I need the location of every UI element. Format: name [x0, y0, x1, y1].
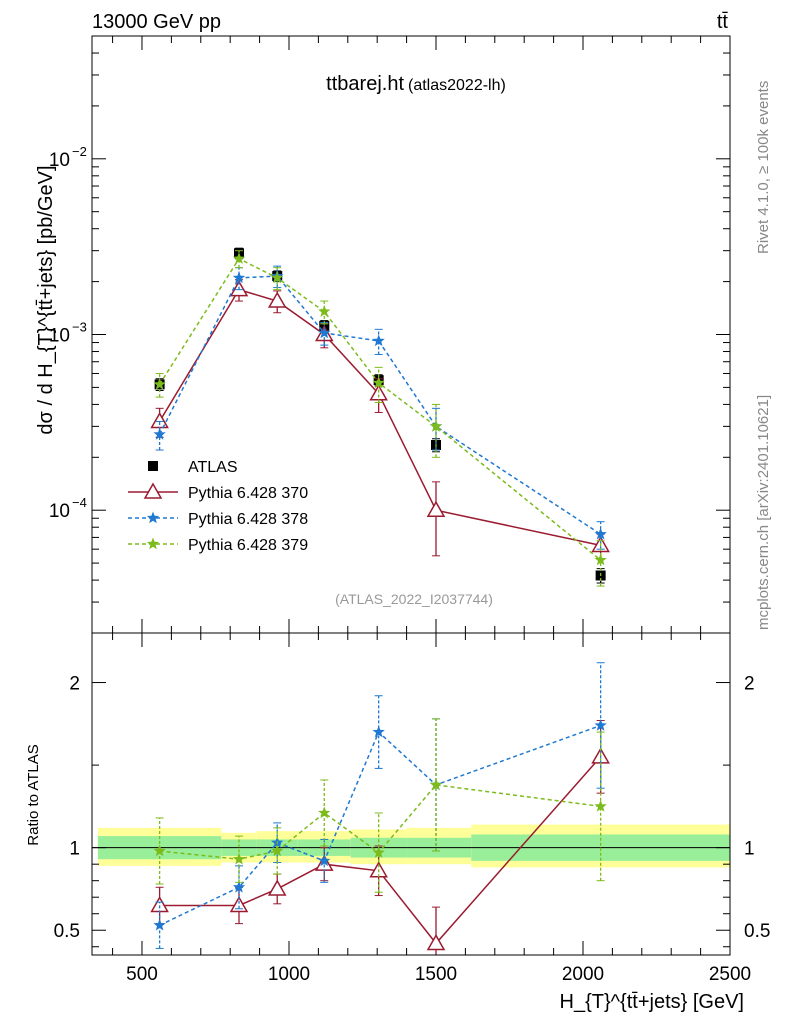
collision-label: 13000 GeV pp: [92, 11, 221, 33]
data-point-p378: [318, 326, 331, 339]
ratio-panel-series: [150, 662, 610, 956]
ratio-point-p378: [153, 918, 166, 931]
x-tick-label: 1500: [415, 964, 457, 985]
legend-label-p379: Pythia 6.428 379: [188, 537, 308, 554]
data-point-p378: [372, 334, 385, 347]
legend-label-p370: Pythia 6.428 370: [188, 485, 308, 502]
x-tick-label: 2500: [709, 964, 751, 985]
ratio-point-p379: [594, 799, 607, 812]
main-y-tick-exponent: −3: [72, 320, 87, 335]
chart-title: ttbarej.ht: [326, 73, 404, 95]
ratio-point-p370: [229, 895, 249, 913]
data-point-p378: [153, 427, 166, 440]
ratio-panel-ticks: 500 1000 1500 2000 2500 0.5 0.5 1 1 2 2: [54, 633, 770, 985]
main-y-tick-exponent: −4: [72, 495, 87, 510]
data-point-p379: [271, 271, 284, 284]
ratio-point-p378: [318, 854, 331, 867]
ratio-y-tick-label: 0.5: [54, 921, 80, 942]
data-point-p379: [429, 419, 443, 432]
analysis-watermark: (ATLAS_2022_I2037744): [335, 591, 493, 607]
data-point-p370: [267, 291, 287, 308]
main-y-tick-label: 10: [49, 326, 70, 347]
data-point-p379: [153, 377, 166, 390]
rivet-version-label: Rivet 4.1.0, ≥ 100k events: [755, 81, 772, 254]
main-panel-ticks: 10−210−310−4: [49, 35, 731, 634]
ratio-point-p379: [429, 778, 443, 791]
chart-subtitle: (atlas2022-lh): [408, 77, 506, 94]
ratio-series-p379: [153, 718, 607, 893]
legend-label-atlas: ATLAS: [188, 459, 238, 476]
data-point-p379: [372, 376, 385, 389]
ratio-point-p370: [150, 895, 169, 913]
ratio-point-p378: [232, 880, 246, 893]
main-y-axis-label: dσ / d H_{T}^{tt̄+jets} [pb/GeV]: [35, 165, 57, 434]
data-point-p378: [594, 527, 607, 540]
main-y-tick-label: 10: [49, 150, 70, 171]
ratio-y-tick-label: 2: [69, 674, 80, 695]
ratio-point-p370: [426, 933, 446, 951]
ratio-point-p379: [271, 844, 284, 857]
x-axis-label: H_{T}^{tt̄+jets} [GeV]: [560, 991, 745, 1013]
ratio-y-tick-label-right: 1: [744, 839, 755, 860]
ratio-y-axis-label: Ratio to ATLAS: [25, 744, 42, 845]
ratio-uncertainty-band: [92, 824, 730, 868]
x-tick-label: 2000: [562, 964, 604, 985]
ratio-y-tick-label-right: 0.5: [744, 921, 770, 942]
x-tick-label: 1000: [268, 964, 310, 985]
process-label: tt̄: [717, 11, 729, 33]
ratio-y-tick-label: 1: [69, 839, 80, 860]
data-point-p370: [150, 411, 169, 429]
series-p378: [153, 265, 607, 550]
series-p379: [153, 250, 607, 587]
legend-label-p378: Pythia 6.428 378: [188, 511, 308, 528]
ratio-y-tick-label-right: 2: [744, 674, 755, 695]
ratio-panel-frame: [91, 632, 731, 956]
main-y-tick-exponent: −2: [72, 144, 87, 159]
ratio-point-p379: [372, 846, 385, 858]
ratio-point-p379: [232, 852, 246, 865]
series-line-p370: [158, 288, 601, 547]
series-atlas: [154, 247, 606, 584]
ratio-point-p378: [594, 719, 607, 731]
ratio-point-p378: [372, 725, 385, 738]
ratio-point-p379: [318, 806, 331, 819]
x-tick-label: 500: [126, 964, 158, 985]
data-point-p379: [318, 305, 331, 317]
legend-marker-p378: [146, 511, 160, 524]
ratio-point-p379: [153, 844, 166, 857]
legend-marker-p370: [143, 482, 163, 499]
main-y-tick-label: 10: [49, 501, 70, 522]
data-point-p379: [594, 553, 607, 566]
legend-marker-atlas: [148, 461, 158, 471]
ratio-point-p370: [267, 879, 287, 896]
data-point-p378: [232, 271, 246, 284]
mcplots-source-label: mcplots.cern.ch [arXiv:2401.10621]: [755, 395, 772, 630]
legend-marker-p379: [146, 537, 160, 550]
legend: ATLAS Pythia 6.428 370 Pythia 6.428 378 Pyt…: [128, 459, 308, 554]
data-point-p370: [426, 500, 446, 517]
data-point-p379: [232, 252, 246, 264]
main-panel-series: [150, 247, 610, 587]
